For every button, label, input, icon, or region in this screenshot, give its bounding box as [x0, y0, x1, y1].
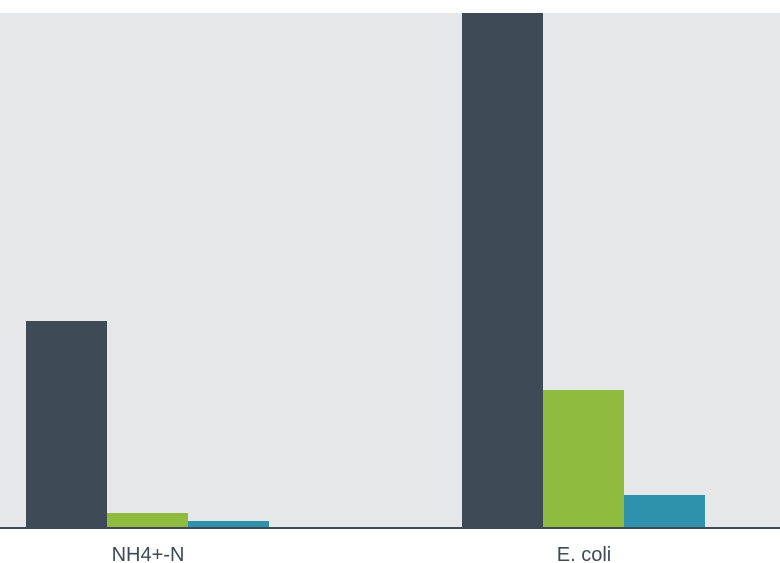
- x-axis-labels: NH4+-N E. coli: [112, 544, 612, 563]
- bar-ecoli-series-2: [543, 390, 624, 528]
- bars-group: [26, 13, 705, 528]
- bar-nh4-series-1: [26, 321, 107, 528]
- category-label-ecoli: E. coli: [557, 544, 611, 563]
- bar-nh4-series-3: [188, 521, 269, 528]
- bar-ecoli-series-3: [624, 495, 705, 528]
- bar-nh4-series-2: [107, 513, 188, 528]
- category-label-nh4: NH4+-N: [112, 544, 185, 563]
- bar-ecoli-series-1: [462, 13, 543, 528]
- plot-area: [0, 13, 780, 528]
